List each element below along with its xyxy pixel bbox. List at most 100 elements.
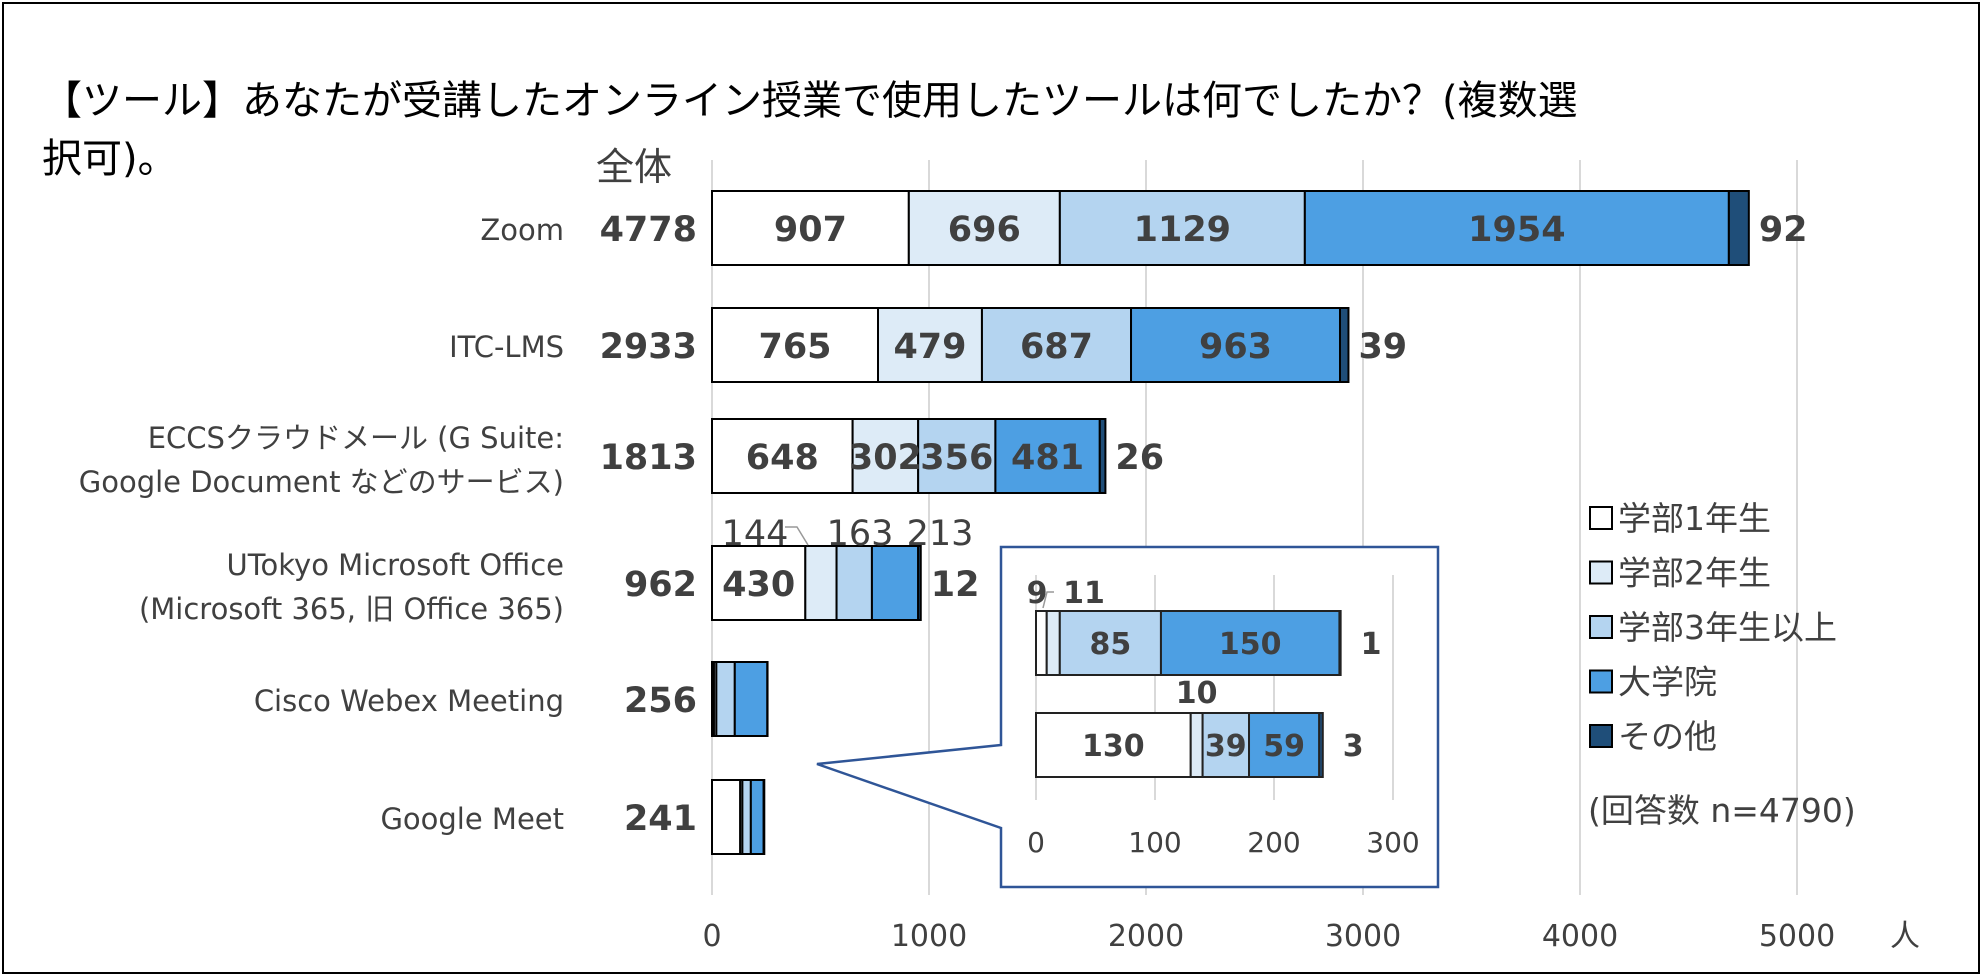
bar-segment [749,779,765,855]
inset-data-label: 85 [1090,627,1132,662]
bar-segment [980,307,1133,383]
inset-bar-segment [1159,610,1341,676]
inset-bar-segment [1189,712,1204,778]
legend-label: 学部2年生 [1618,554,1771,593]
x-tick-label: 1000 [891,919,967,954]
inset-data-label: 59 [1263,729,1305,764]
total-value: 962 [624,565,697,605]
inset-bar-segment [1248,712,1321,778]
bar-segment [851,418,920,494]
bar-segment [733,661,769,737]
inset-x-tick-label: 0 [1027,826,1045,859]
total-header: 全体 [596,145,672,189]
inset-bar-segment [1058,610,1162,676]
inset-bar-segment [1338,610,1342,676]
category-label: Cisco Webex Meeting [254,684,564,718]
data-label: 302 [849,438,922,478]
data-label: 479 [893,327,966,367]
data-label: 430 [722,565,795,605]
bar-segment [741,779,752,855]
inset-data-label: 3 [1343,729,1364,764]
data-label: 907 [774,210,847,250]
bar-segment [1058,190,1306,266]
total-value: 2933 [600,327,697,367]
data-label: 1129 [1134,210,1231,250]
legend-label: 学部3年生以上 [1618,608,1837,647]
legend-swatch [1589,615,1613,639]
x-tick-label: 3000 [1325,919,1401,954]
bar-segment [804,545,838,621]
leader-line [785,526,809,546]
x-tick-label: 4000 [1542,919,1618,954]
bar-segment [994,418,1101,494]
bar-segment [917,418,997,494]
inset-data-label: 39 [1205,729,1247,764]
data-label: 696 [948,210,1021,250]
legend-label: 大学院 [1618,663,1717,702]
bar-segment [870,545,920,621]
inset-bar-segment [1318,712,1324,778]
data-label: 39 [1358,327,1407,367]
legend-swatch [1589,724,1613,748]
legend-swatch [1589,506,1613,530]
bar-segment [1098,418,1107,494]
bar-segment [715,661,736,737]
x-tick-label: 5000 [1759,919,1835,954]
category-label: (Microsoft 365, 旧 Office 365) [139,592,564,626]
data-label: 648 [746,438,819,478]
total-value: 241 [624,799,697,839]
bar-segment [711,545,807,621]
inset-data-label: 11 [1063,576,1105,611]
data-label: 163 [827,514,894,554]
inset-bar-segment [1201,712,1251,778]
data-label: 481 [1011,438,1084,478]
chart-title-line1: 【ツール】あなたが受講したオンライン授業で使用したツールは何でしたか？(複数選 [42,78,1578,124]
bar-segment [835,545,873,621]
category-label: Google Meet [380,802,564,836]
bar-segment [1338,307,1350,383]
sample-size-note: (回答数 n=4790) [1588,791,1856,830]
data-label: 1954 [1468,210,1565,250]
x-axis-unit: 人 [1890,919,1920,954]
x-tick-label: 0 [702,919,721,954]
bar-segment [711,307,880,383]
bar-segment [1303,190,1730,266]
inset-data-label: 150 [1219,627,1282,662]
legend-swatch [1589,560,1613,585]
total-value: 4778 [600,210,697,250]
total-value: 1813 [600,438,697,478]
x-tick-label: 2000 [1108,919,1184,954]
bar-segment [1130,307,1341,383]
inset-bar-segment [1045,610,1061,676]
inset-data-label: 1 [1361,627,1382,662]
data-label: 765 [758,327,831,367]
bar-segment [1727,190,1750,266]
inset-data-label: 130 [1082,729,1145,764]
inset-data-label: 10 [1176,676,1218,711]
bar-segment [917,545,922,621]
bar-segment [711,418,854,494]
bar-segment [762,779,766,855]
inset-x-tick-label: 100 [1128,826,1181,859]
data-label: 213 [907,514,974,554]
category-label: UTokyo Microsoft Office [227,548,564,582]
category-label: Google Document などのサービス) [79,465,564,499]
chart-title-line2: 択可)。 [42,136,178,182]
data-label: 356 [920,438,993,478]
bar-segment [711,779,742,855]
data-label: 26 [1115,438,1164,478]
inset-x-tick-label: 200 [1247,826,1300,859]
legend-swatch [1589,669,1613,694]
total-value: 256 [624,681,697,721]
category-label: Zoom [480,213,564,247]
data-label: 92 [1759,210,1808,250]
data-label: 687 [1020,327,1093,367]
inset-x-tick-label: 300 [1366,826,1419,859]
inset-data-label: 9 [1027,576,1048,611]
data-label: 12 [931,565,980,605]
legend-label: その他 [1618,717,1717,756]
leader-line [1042,591,1054,609]
data-label: 963 [1199,327,1272,367]
